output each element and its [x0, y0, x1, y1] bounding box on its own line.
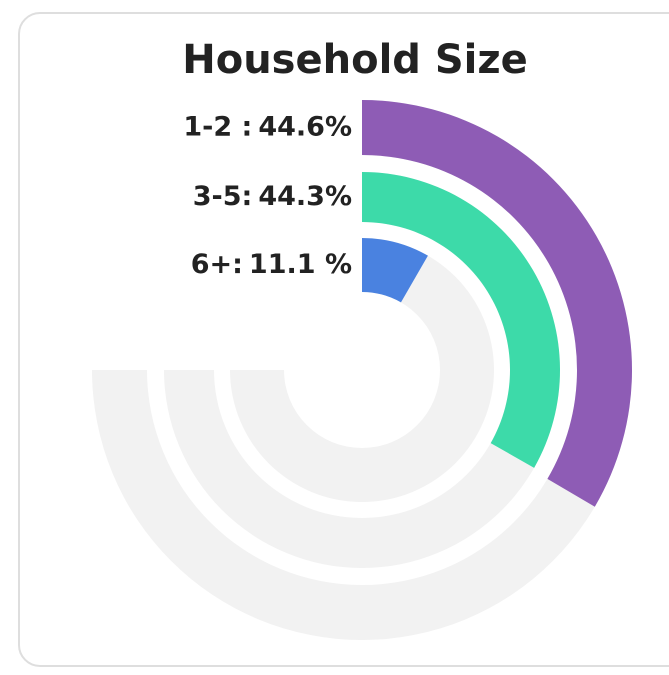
value-label: 11.1 % [249, 249, 352, 280]
category-label: 6+: [191, 249, 243, 280]
radial-bar [362, 238, 428, 303]
track [230, 238, 494, 502]
value-label: 44.3% [258, 181, 352, 212]
bar-label: 3-5: 44.3% [193, 181, 352, 212]
value-label: 44.6% [258, 111, 352, 142]
radial-bar [362, 172, 560, 468]
chart-title: Household Size [182, 37, 528, 83]
radial-bar [362, 100, 632, 507]
bar-label: 1-2 :44.6% [183, 111, 352, 142]
card [18, 12, 669, 667]
bar-label: 6+: 11.1 % [191, 249, 352, 280]
category-label: 1-2 : [183, 111, 252, 142]
category-label: 3-5: [193, 181, 253, 212]
